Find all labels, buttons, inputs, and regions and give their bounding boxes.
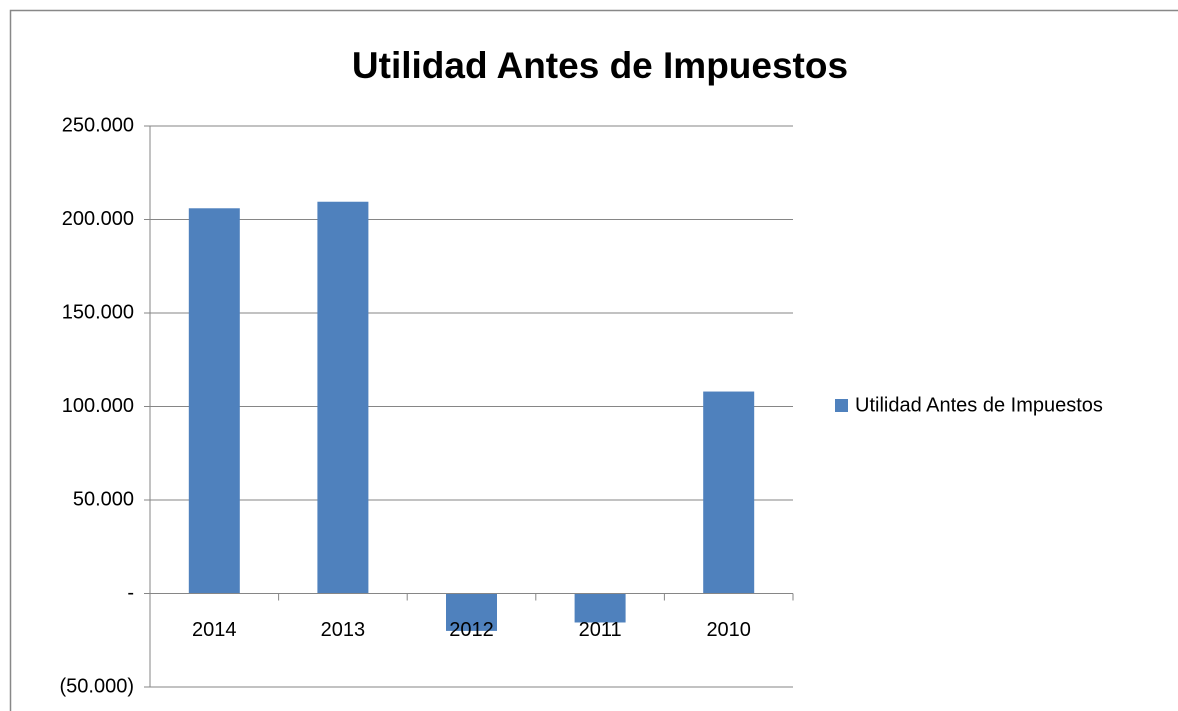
- x-tick-label: 2010: [706, 619, 751, 641]
- bar: [446, 593, 497, 631]
- bar: [574, 593, 626, 623]
- y-tick-label: (50.000): [60, 675, 135, 697]
- x-tick-label: 2011: [579, 619, 622, 641]
- y-tick-label: 250.000: [62, 114, 134, 136]
- bar: [703, 391, 755, 594]
- chart-title: Utilidad Antes de Impuestos: [352, 45, 848, 86]
- bar: [317, 201, 369, 594]
- y-tick-label: 150.000: [62, 301, 134, 323]
- y-tick-label: 200.000: [62, 208, 134, 230]
- x-tick-label: 2013: [321, 619, 366, 641]
- legend-label: Utilidad Antes de Impuestos: [855, 394, 1103, 416]
- y-tick-label: -: [127, 582, 134, 604]
- bar: [188, 208, 240, 594]
- x-tick-label: 2012: [449, 619, 494, 641]
- y-tick-label: 50.000: [73, 488, 134, 510]
- y-tick-label: 100.000: [62, 395, 134, 417]
- legend-swatch: [835, 399, 848, 412]
- x-tick-label: 2014: [192, 619, 237, 641]
